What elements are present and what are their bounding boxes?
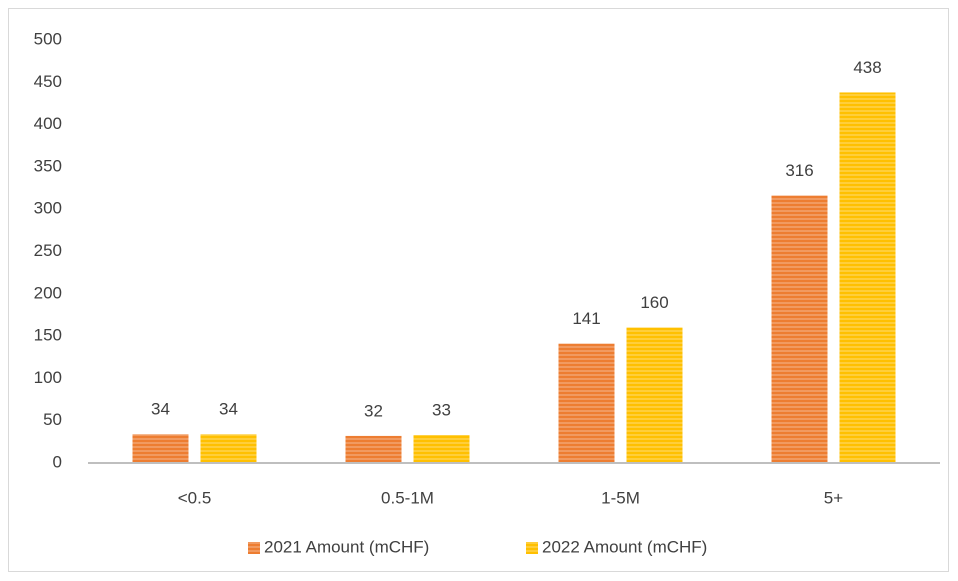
- y-tick-label: 300: [34, 199, 62, 218]
- y-tick-label: 350: [34, 156, 62, 175]
- y-tick-label: 150: [34, 326, 62, 345]
- legend-swatch: [526, 542, 538, 554]
- bar: [771, 195, 828, 463]
- bar: [132, 434, 189, 463]
- y-tick-label: 0: [53, 452, 62, 471]
- data-label: 34: [151, 400, 170, 419]
- data-label: 32: [364, 401, 383, 420]
- legend-label: 2022 Amount (mCHF): [542, 537, 707, 556]
- bar: [839, 92, 896, 464]
- y-tick-label: 100: [34, 368, 62, 387]
- data-label: 160: [640, 293, 668, 312]
- legend-swatch: [248, 542, 260, 554]
- legend-label: 2021 Amount (mCHF): [264, 537, 429, 556]
- y-tick-label: 450: [34, 72, 62, 91]
- data-label: 33: [432, 401, 451, 420]
- bar: [413, 435, 470, 463]
- bar: [626, 327, 683, 463]
- x-tick-label: 0.5-1M: [381, 488, 434, 507]
- bar: [345, 435, 402, 463]
- y-tick-label: 250: [34, 241, 62, 260]
- y-tick-label: 50: [43, 410, 62, 429]
- bar: [558, 343, 615, 463]
- bar: [200, 434, 257, 463]
- data-label: 316: [785, 161, 813, 180]
- x-tick-label: 5+: [824, 488, 843, 507]
- data-label: 438: [853, 58, 881, 77]
- y-tick-label: 200: [34, 283, 62, 302]
- y-tick-label: 500: [34, 29, 62, 48]
- data-label: 34: [219, 400, 238, 419]
- data-label: 141: [572, 309, 600, 328]
- x-tick-label: 1-5M: [601, 488, 640, 507]
- y-tick-label: 400: [34, 114, 62, 133]
- x-tick-label: <0.5: [178, 488, 212, 507]
